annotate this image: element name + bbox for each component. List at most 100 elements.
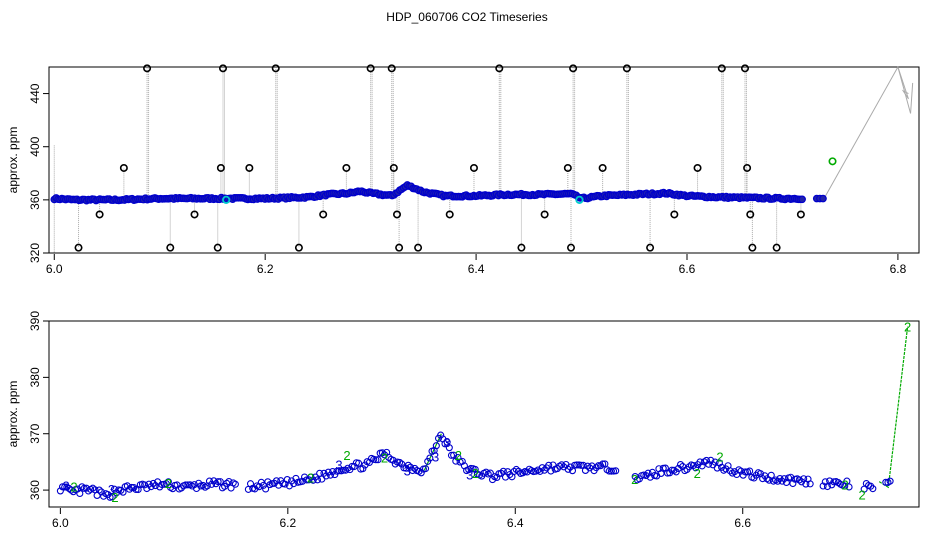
data-point (685, 463, 693, 471)
data-point (322, 472, 330, 480)
data-point (549, 461, 557, 469)
data-point (76, 489, 84, 498)
data-point (212, 480, 220, 488)
panel-top-ylabel: approx. ppm (6, 127, 20, 194)
marker-three: 3 (432, 449, 439, 464)
data-point (214, 478, 222, 486)
data-point (696, 458, 704, 466)
data-point (674, 464, 682, 473)
data-point (426, 454, 434, 462)
bottom-ytick-label: 360 (28, 480, 42, 500)
outlier-point (743, 163, 752, 172)
top-xtick-label: 6.6 (679, 262, 696, 276)
outlier-point (143, 64, 152, 73)
marker-two: 2 (841, 477, 848, 492)
data-point (398, 460, 406, 468)
data-point (199, 481, 207, 489)
top-ytick-label: 440 (28, 83, 42, 103)
data-point (497, 469, 505, 477)
data-point (607, 467, 615, 475)
outlier-point (796, 210, 805, 219)
outlier-point (540, 210, 549, 219)
data-point (795, 476, 803, 484)
data-point (359, 465, 367, 473)
outlier-point (387, 64, 396, 73)
outlier-point (566, 243, 575, 252)
data-point (597, 462, 605, 470)
data-point (737, 467, 745, 475)
outlier-point (366, 64, 375, 73)
data-point (819, 194, 827, 203)
data-point (378, 449, 386, 457)
data-point (869, 485, 877, 493)
outlier-point (245, 163, 254, 172)
data-point (789, 479, 797, 488)
marker-three: 3 (404, 463, 411, 478)
outlier-point (395, 243, 404, 252)
outlier-point (213, 243, 222, 252)
data-point (190, 481, 198, 489)
data-point (110, 485, 118, 493)
data-point (845, 483, 853, 491)
panel-top: approx. ppm 6.0 6.2 6.4 6.6 6.8 320 360 400 440 (6, 64, 920, 276)
data-point (162, 480, 170, 488)
data-point (705, 460, 713, 468)
marker-two: 2 (716, 449, 723, 464)
data-point (67, 486, 75, 494)
top-xtick-label: 6.0 (46, 262, 63, 276)
data-point (584, 462, 592, 470)
data-point (108, 493, 116, 501)
data-point (151, 482, 159, 490)
data-point (676, 461, 685, 469)
top-xtick-label: 6.8 (890, 262, 907, 276)
highlight-point (575, 195, 584, 204)
outlier-point (469, 163, 478, 172)
data-point (149, 479, 157, 488)
outlier-point (622, 64, 631, 73)
data-point (141, 481, 149, 489)
outlier-point (717, 64, 726, 73)
data-point (348, 462, 356, 470)
data-point (298, 477, 306, 485)
outlier-point (746, 210, 755, 219)
special-point (828, 157, 837, 166)
data-point (216, 478, 224, 486)
data-point (726, 467, 734, 475)
data-point (819, 482, 827, 490)
data-point (374, 456, 382, 464)
marker-two: 2 (343, 448, 350, 463)
data-point (689, 461, 698, 470)
data-point (512, 465, 520, 473)
data-point (445, 444, 453, 452)
data-point (396, 458, 404, 466)
highlight-point (222, 195, 231, 204)
panel-bottom-ylabel: approx. ppm (6, 381, 20, 448)
outlier-point (74, 243, 83, 252)
marker-three: 3 (62, 479, 69, 494)
data-point (441, 440, 449, 448)
tail-line (897, 66, 912, 114)
data-point (182, 481, 190, 489)
data-point (255, 483, 263, 491)
marker-three: 3 (443, 435, 450, 450)
tail-line (910, 82, 914, 114)
data-point (601, 460, 609, 468)
data-point (566, 463, 574, 471)
data-point (95, 486, 103, 494)
data-point (702, 456, 710, 464)
panel-top-frame (48, 66, 920, 254)
data-point (558, 461, 566, 469)
data-point (283, 476, 291, 484)
outlier-point (271, 64, 280, 73)
marker-two: 2 (455, 448, 462, 463)
panel-bottom-frame (48, 320, 920, 508)
marker-two: 2 (904, 320, 911, 335)
data-point (510, 467, 518, 475)
data-point (313, 476, 322, 484)
marker-two: 2 (70, 480, 77, 495)
outlier-point (569, 64, 578, 73)
data-point (437, 431, 445, 439)
tail-line (878, 326, 909, 489)
data-point (882, 478, 890, 486)
outlier-point (772, 243, 781, 252)
